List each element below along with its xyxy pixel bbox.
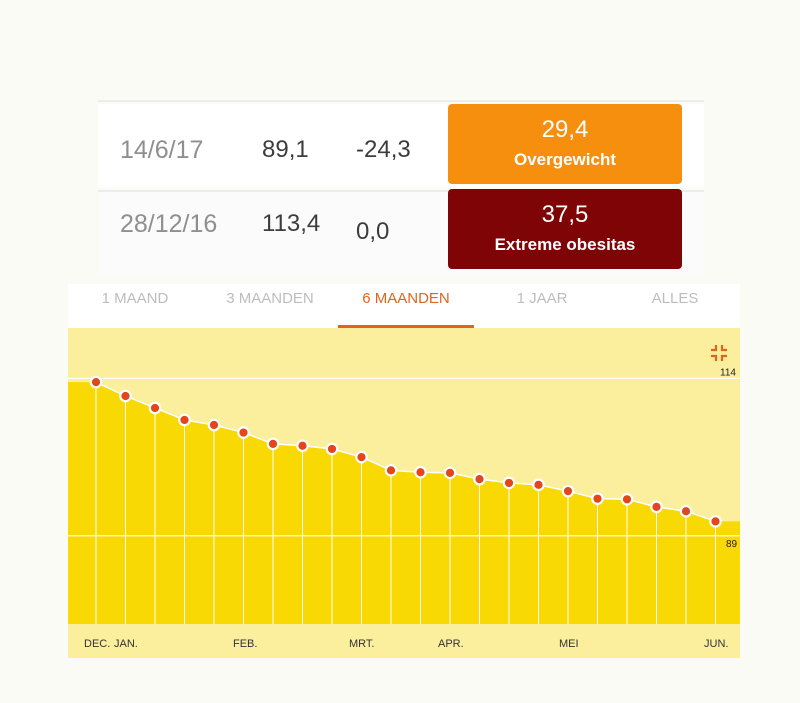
data-point	[119, 389, 132, 403]
data-point	[414, 465, 427, 479]
entry-weight: 89,1	[262, 136, 309, 163]
data-point	[89, 375, 103, 389]
x-axis-label: JUN.	[704, 638, 728, 650]
bmi-value: 29,4	[541, 116, 589, 143]
divider	[98, 100, 704, 102]
entry-date: 28/12/16	[120, 210, 218, 238]
y-axis-label: 89	[726, 539, 738, 550]
data-point	[650, 500, 663, 514]
tab-6-maanden[interactable]: 6 MAANDEN	[338, 284, 474, 328]
data-point	[148, 401, 162, 415]
data-point	[502, 476, 516, 490]
x-axis-label: MEI	[559, 638, 579, 650]
data-point	[266, 437, 280, 451]
data-point	[679, 504, 693, 518]
data-point	[620, 493, 634, 506]
data-point	[178, 413, 191, 427]
tab-3-maanden[interactable]: 3 MAANDEN	[202, 284, 338, 328]
tab-alles[interactable]: ALLES	[610, 284, 740, 328]
x-axis-label: MRT.	[349, 638, 374, 650]
data-point	[443, 466, 457, 480]
bmi-value: 37,5	[541, 201, 589, 228]
data-point	[384, 464, 398, 477]
weight-chart: 114 89 DEC. JAN. FEB. MRT. APR. MEI JUN.	[68, 328, 740, 658]
tab-label: 3 MAANDEN	[226, 290, 314, 307]
data-point	[532, 478, 545, 492]
data-point	[561, 484, 575, 498]
entry-weight: 113,4	[262, 210, 321, 237]
data-point	[296, 439, 309, 453]
tab-label: 6 MAANDEN	[362, 290, 450, 307]
tab-label: 1 JAAR	[516, 290, 568, 307]
data-point	[325, 442, 339, 456]
tab-1-jaar[interactable]: 1 JAAR	[474, 284, 610, 328]
weight-chart-svg: 114 89 DEC. JAN. FEB. MRT. APR. MEI JUN.	[68, 328, 740, 658]
weight-line	[95, 381, 716, 523]
bmi-badge: 37,5 Extreme obesitas	[448, 189, 682, 269]
tab-label: ALLES	[651, 290, 699, 307]
table-row[interactable]: 14/6/17 89,1 -24,3 29,4 Overgewicht	[98, 104, 704, 188]
data-point	[473, 472, 486, 486]
bmi-category: Overgewicht	[513, 150, 617, 169]
data-point	[591, 492, 604, 505]
time-range-tabs: 1 MAAND 3 MAANDEN 6 MAANDEN 1 JAAR ALLES	[68, 284, 740, 328]
x-axis-label: FEB.	[233, 638, 257, 650]
tab-label: 1 MAAND	[101, 290, 169, 307]
entry-difference: -24,3	[356, 136, 411, 163]
active-tab-indicator	[338, 325, 474, 328]
bmi-category: Extreme obesitas	[494, 235, 636, 254]
entry-difference: 0,0	[356, 218, 390, 245]
x-axis-label: DEC.	[84, 638, 110, 650]
weight-history-table: 14/6/17 89,1 -24,3 29,4 Overgewicht 28/1…	[98, 100, 704, 278]
tab-1-maand[interactable]: 1 MAAND	[68, 284, 202, 328]
x-axis-label: APR.	[438, 638, 464, 650]
table-row[interactable]: 28/12/16 113,4 0,0 37,5 Extreme obesitas	[98, 189, 704, 276]
bmi-badge: 29,4 Overgewicht	[448, 104, 682, 184]
divider	[98, 190, 704, 192]
collapse-icon[interactable]	[710, 344, 728, 362]
weight-area	[68, 382, 740, 624]
data-point	[237, 426, 250, 439]
y-axis-label: 114	[720, 367, 736, 378]
x-axis-band	[68, 624, 740, 658]
entry-date: 14/6/17	[120, 136, 204, 164]
data-point	[709, 515, 722, 528]
data-point	[207, 418, 221, 432]
x-axis-label: JAN.	[114, 638, 138, 650]
data-point	[355, 450, 368, 464]
